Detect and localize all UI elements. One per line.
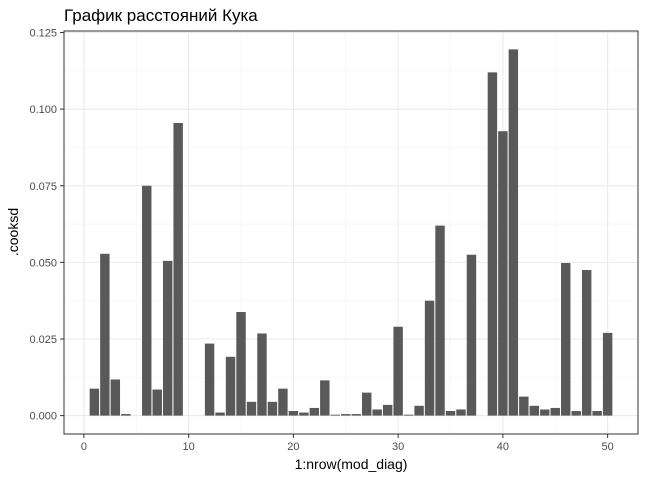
bar: [393, 326, 403, 416]
y-tick-label: 0.025: [29, 334, 57, 346]
bar: [246, 401, 257, 416]
x-axis: 0 10 20 30 40 50: [81, 434, 614, 453]
bar: [173, 122, 183, 416]
bar: [602, 332, 613, 416]
bar: [236, 312, 246, 416]
bar: [257, 333, 267, 416]
bar: [581, 270, 592, 416]
y-tick-label: 0.000: [29, 411, 57, 423]
bar: [330, 414, 341, 416]
bar: [361, 392, 372, 416]
bar: [592, 411, 602, 416]
bar: [550, 407, 560, 416]
bar: [351, 414, 361, 416]
bar: [519, 396, 529, 416]
bar: [456, 409, 466, 416]
bars: [89, 49, 613, 416]
y-tick-label: 0.125: [29, 28, 57, 40]
y-tick-label: 0.075: [29, 181, 57, 193]
x-tick-label: 50: [601, 441, 613, 453]
x-tick-label: 20: [287, 441, 299, 453]
bar: [372, 409, 382, 416]
bar: [414, 405, 424, 416]
bar: [100, 253, 110, 416]
bar: [204, 343, 215, 416]
bar: [152, 389, 162, 416]
panel-border: [63, 30, 639, 435]
bar: [382, 404, 393, 416]
x-tick-label: 10: [183, 441, 195, 453]
y-axis: 0.000 0.025 0.050 0.075 0.100 0.125: [29, 28, 64, 423]
bar: [309, 407, 320, 416]
bar: [89, 388, 100, 416]
x-tick-label: 30: [392, 441, 404, 453]
x-tick-label: 0: [81, 441, 87, 453]
bar: [288, 411, 299, 416]
chart-title: График расстояний Кука: [64, 6, 258, 25]
bar: [121, 414, 131, 416]
bar: [110, 379, 121, 416]
y-tick-label: 0.050: [29, 257, 57, 269]
bar: [498, 131, 508, 416]
bar: [571, 411, 581, 416]
y-axis-title: .cooksd: [5, 208, 21, 256]
bar: [487, 72, 498, 416]
bar: [466, 254, 477, 416]
bar: [403, 414, 414, 416]
x-axis-title: 1:nrow(mod_diag): [295, 456, 408, 472]
bar: [529, 405, 540, 416]
bar: [508, 49, 519, 416]
bar: [142, 185, 152, 416]
bar: [540, 409, 550, 416]
bar: [299, 412, 309, 416]
minor-grid-y: [64, 70, 638, 378]
bar: [162, 260, 173, 416]
bar: [435, 225, 445, 416]
bar: [561, 262, 571, 416]
bar: [320, 380, 330, 416]
bar: [267, 401, 278, 416]
bar: [278, 388, 288, 416]
bar: [225, 356, 236, 416]
bar: [445, 411, 456, 416]
bar: [341, 414, 351, 416]
x-tick-label: 40: [497, 441, 509, 453]
bar: [215, 412, 225, 416]
bar: [424, 300, 435, 416]
y-tick-label: 0.100: [29, 104, 57, 116]
